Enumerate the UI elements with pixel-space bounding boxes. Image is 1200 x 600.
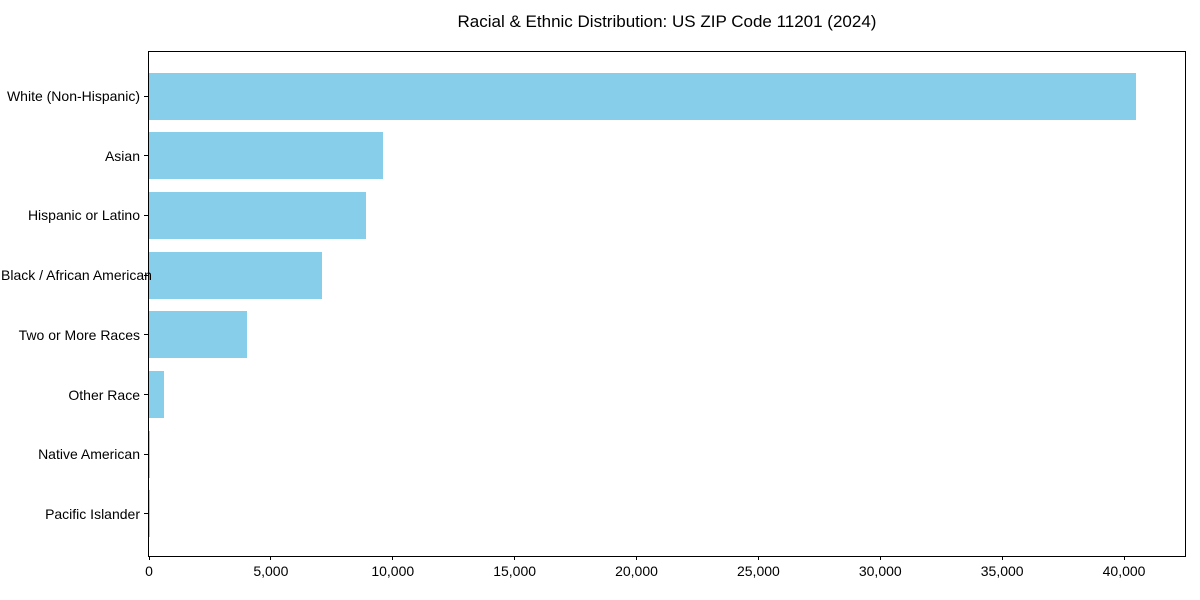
y-tick [144,394,148,395]
y-axis-label: Other Race [68,386,140,403]
x-axis-tick-label: 25,000 [736,563,780,579]
bar-native-american [149,430,151,478]
y-tick [144,513,148,515]
x-axis-tick-label: 40,000 [1102,563,1146,579]
y-tick [144,95,148,97]
chart-title: Racial & Ethnic Distribution: US ZIP Cod… [457,12,877,31]
x-tick [514,556,516,560]
x-tick [392,556,394,560]
bar-white-non-hispanic [149,72,1137,120]
x-axis-tick-label: 15,000 [493,563,537,579]
x-axis-tick-label: 5,000 [253,563,289,579]
x-tick [879,556,881,560]
bar-hispanic-or-latino [149,191,366,239]
bar-black-african-american [149,251,323,299]
y-axis-label: Black / African American [1,267,152,284]
x-tick [636,556,638,560]
y-axis-label: Asian [104,147,140,164]
y-tick [144,334,148,336]
y-axis-label: Hispanic or Latino [27,207,140,224]
y-tick [144,155,148,157]
y-axis-label: Pacific Islander [45,505,140,522]
x-tick [1123,556,1125,560]
y-tick [144,214,148,216]
x-axis-tick-label: 35,000 [980,563,1024,579]
y-axis-label: Two or More Races [18,326,140,343]
y-tick [144,274,148,276]
x-axis-tick-label: 30,000 [858,563,902,579]
bar-two-or-more-races [149,311,247,359]
x-axis-tick-label: 0 [145,563,153,579]
x-tick [270,556,272,560]
y-axis-label: Native American [38,446,140,463]
x-tick [148,556,150,560]
y-tick [144,453,148,455]
x-tick [757,556,759,560]
bar-other-race [149,371,164,418]
bar-asian [149,132,383,180]
plot-area: White (Non-Hispanic) Asian Hispanic or Lat… [1,51,1186,579]
x-axis-tick-label: 20,000 [615,563,658,579]
x-tick [1001,556,1003,560]
x-axis-tick-label: 10,000 [371,563,415,579]
y-axis-label: White (Non-Hispanic) [6,88,140,104]
